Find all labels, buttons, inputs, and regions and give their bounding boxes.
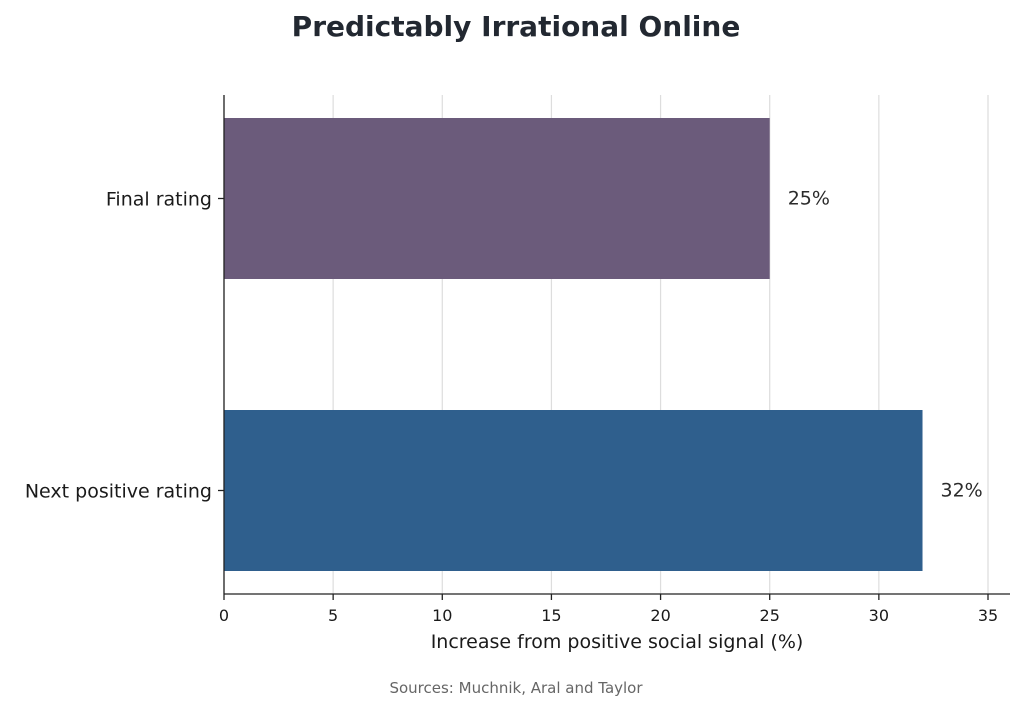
x-tick-label: 25	[760, 606, 780, 625]
x-tick-label: 35	[978, 606, 998, 625]
bar-next-positive-rating	[224, 410, 923, 571]
x-tick-label: 15	[541, 606, 561, 625]
labels: 0 5 10 15 20 25 30 35 Final rating 25% Next positi…	[25, 188, 998, 626]
axes	[218, 95, 1010, 600]
x-tick-label: 0	[219, 606, 229, 625]
chart-title: Predictably Irrational Online	[292, 10, 741, 43]
x-tick-label: 5	[328, 606, 338, 625]
x-tick-label: 30	[869, 606, 889, 625]
bar-final-rating	[224, 118, 770, 279]
x-tick-label: 10	[432, 606, 452, 625]
category-label: Next positive rating	[25, 481, 212, 503]
source-note: Sources: Muchnik, Aral and Taylor	[389, 679, 643, 697]
category-label: Final rating	[106, 189, 212, 211]
x-tick-label: 20	[650, 606, 670, 625]
data-label: 32%	[941, 480, 983, 502]
data-label: 25%	[788, 188, 830, 210]
bars	[224, 118, 923, 571]
x-axis-title: Increase from positive social signal (%)	[431, 631, 804, 653]
